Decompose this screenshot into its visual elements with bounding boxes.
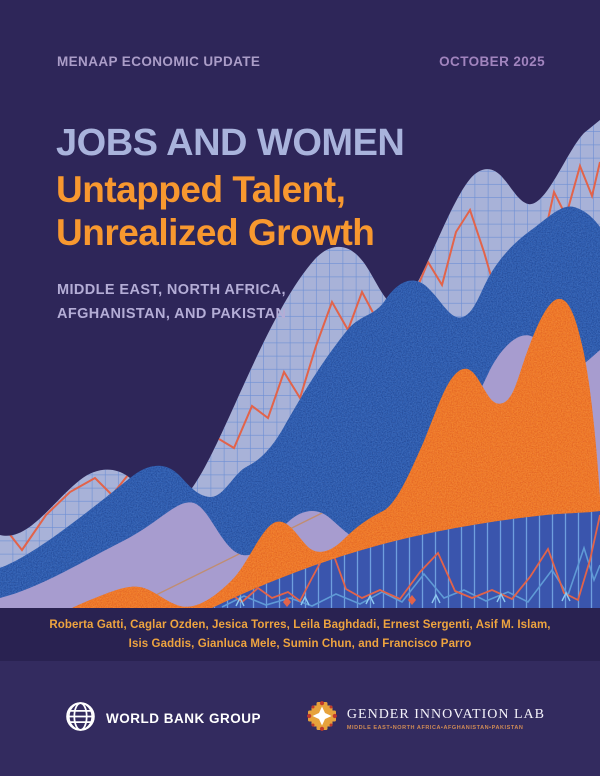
footer: WORLD BANK GROUP [0,661,600,776]
gender-innovation-lab-region-line: MIDDLE EAST▪NORTH AFRICA▪AFGHANISTAN▪PAK… [346,724,524,731]
region-subtitle: MIDDLE EAST, NORTH AFRICA, AFGHANISTAN, … [57,279,286,327]
edition-date: OCTOBER 2025 [439,54,545,69]
cover-artwork [0,120,600,608]
region-subtitle-line-1: MIDDLE EAST, NORTH AFRICA, [57,282,286,298]
title-line-2: Untapped Talent, [56,169,346,210]
gender-innovation-lab-wordmark: GENDER INNOVATION LAB [346,706,545,722]
series-label: MENAAP ECONOMIC UPDATE [57,54,261,69]
cover-text-layer: MENAAP ECONOMIC UPDATE OCTOBER 2025 JOBS… [56,54,545,327]
title-kicker: JOBS AND WOMEN [56,122,405,164]
gender-innovation-lab-text: GENDER INNOVATION LAB MIDDLE EAST▪NORTH … [347,707,545,731]
title-main: Untapped Talent, Unrealized Growth [56,169,404,255]
gender-innovation-lab-logo: GENDER INNOVATION LAB MIDDLE EAST▪NORTH … [306,699,545,738]
region-subtitle-line-2: AFGHANISTAN, AND PAKISTAN [57,305,287,322]
top-bar: MENAAP ECONOMIC UPDATE OCTOBER 2025 [57,54,545,69]
title-line-3: Unrealized Growth [56,211,375,253]
authors-band: Roberta Gatti, Caglar Ozden, Jesica Torr… [0,608,600,661]
title-block: JOBS AND WOMEN Untapped Talent, Unrealiz… [56,122,405,255]
world-bank-group-logo: WORLD BANK GROUP [64,700,261,738]
authors-line-1: Roberta Gatti, Caglar Ozden, Jesica Torr… [49,619,551,632]
authors-line-2: Isis Gaddis, Gianluca Mele, Sumin Chun, … [128,637,472,650]
world-bank-wordmark: WORLD BANK GROUP [106,711,261,726]
gender-innovation-lab-icon [306,699,338,738]
world-bank-globe-icon [64,700,97,738]
